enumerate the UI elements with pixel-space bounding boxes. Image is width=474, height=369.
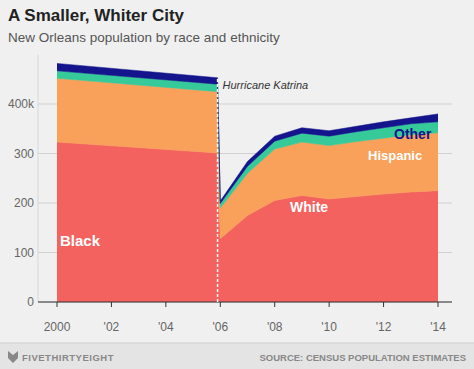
y-tick-label: 100 <box>14 246 34 260</box>
x-tick <box>111 302 112 307</box>
y-tick-label: 0 <box>27 295 34 309</box>
annotation-label: Hurricane Katrina <box>223 79 309 91</box>
x-tick-label: 2000 <box>44 320 71 334</box>
series-label: Other <box>394 126 432 142</box>
source: SOURCE: CENSUS POPULATION ESTIMATES <box>259 352 466 363</box>
annotation-line <box>217 78 219 302</box>
footer-background <box>0 343 474 369</box>
background <box>0 0 474 369</box>
x-tick <box>329 302 330 307</box>
plot-area <box>57 63 438 302</box>
footer-rule <box>0 343 474 344</box>
x-tick <box>220 302 221 307</box>
x-tick-label: '12 <box>376 320 392 334</box>
subtitle: New Orleans population by race and ethni… <box>8 30 280 45</box>
area-other <box>57 63 438 203</box>
y-tick-label: 300 <box>14 147 34 161</box>
area-hispanic <box>57 71 438 208</box>
y-axis-line <box>38 55 39 303</box>
series-label: White <box>290 199 328 215</box>
grid-line <box>38 302 452 303</box>
x-tick <box>438 302 439 307</box>
chart: A Smaller, Whiter City New Orleans popula… <box>0 0 474 369</box>
x-axis-line <box>38 301 452 302</box>
area-white <box>57 78 438 238</box>
y-tick-label: 400k <box>8 97 35 111</box>
x-tick <box>383 302 384 307</box>
title: A Smaller, Whiter City <box>8 6 185 25</box>
x-tick <box>165 302 166 307</box>
x-tick-label: '10 <box>321 320 337 334</box>
x-tick-label: '08 <box>267 320 283 334</box>
x-tick-label: '14 <box>430 320 446 334</box>
series-label: Black <box>60 232 101 249</box>
x-tick-label: '06 <box>212 320 228 334</box>
x-tick <box>274 302 275 307</box>
x-tick <box>57 302 58 307</box>
series-label: Hispanic <box>368 148 422 163</box>
y-tick-label: 200 <box>14 196 34 210</box>
brand-logo <box>8 351 18 363</box>
x-tick-label: '04 <box>158 320 174 334</box>
brand: FIVETHIRTYEIGHT <box>22 352 114 363</box>
x-tick-label: '02 <box>104 320 120 334</box>
